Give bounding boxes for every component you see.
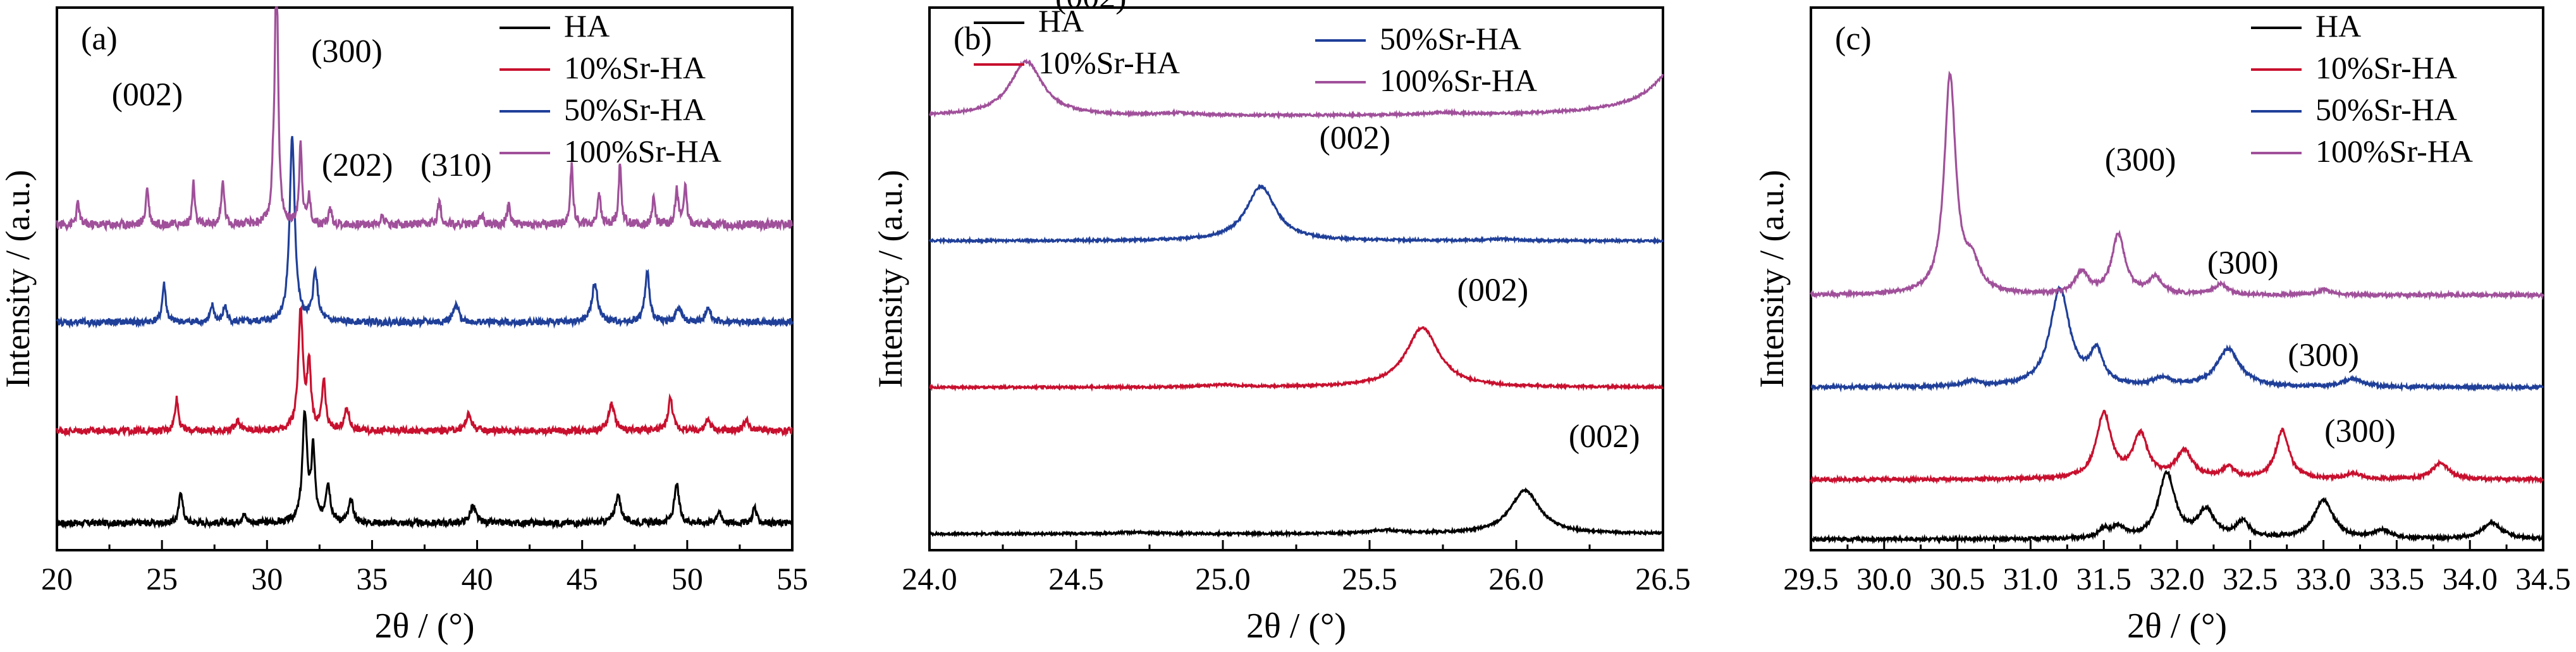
panel-c-x-tick-label: 34.5 (2515, 561, 2571, 596)
panel-c-peak-annotation: (300) (2105, 142, 2176, 178)
panel-b-y-axis-label: Intensity / (a.u.) (871, 170, 909, 388)
panel-b-x-tick-label: 25.0 (1195, 561, 1251, 596)
panel-c-x-tick-label: 32.5 (2223, 561, 2278, 596)
panel-c-x-tick-label: 33.0 (2296, 561, 2352, 596)
panel-a-series-ha (56, 410, 794, 530)
panel-c-series-100pctsr-ha (1810, 70, 2544, 301)
panel-a-y-axis-label: Intensity / (a.u.) (0, 170, 37, 388)
panel-a-x-tick-label: 20 (41, 561, 73, 596)
panel-a-x-tick-label: 35 (356, 561, 388, 596)
panel-a-x-tick-label: 30 (251, 561, 283, 596)
panel-a-x-tick-label: 45 (567, 561, 598, 596)
panel-c-x-tick-label: 31.0 (2003, 561, 2059, 596)
panel-c-peak-annotation: (300) (2324, 413, 2396, 449)
panel-c-peak-annotation: (300) (2288, 337, 2359, 373)
panel-c-x-tick-label: 32.0 (2149, 561, 2205, 596)
panel-c-series-ha (1810, 469, 2544, 545)
panel-b-series (928, 58, 1664, 539)
panel-b-legend-entry: HA (1038, 3, 1084, 39)
panel-a-legend-entry: HA (564, 8, 610, 44)
panel-b-peak-annotation: (002) (1319, 120, 1390, 156)
panel-a-peak-annotation: (300) (311, 34, 383, 70)
panel-c-x-axis-label: 2θ / (°) (2127, 606, 2227, 646)
panel-a-label: (a) (81, 21, 118, 57)
panel-b-x-axis-label: 2θ / (°) (1246, 606, 1346, 646)
panel-c-series-10pctsr-ha (1810, 409, 2544, 485)
panel-a-legend-entry: 10%Sr-HA (564, 50, 706, 85)
panel-c-series-50pctsr-ha (1810, 285, 2544, 393)
panel-a-legend-entry: 100%Sr-HA (564, 133, 721, 169)
panel-b-legend: HA 10%Sr-HA 50%Sr-HA 100%Sr-HA (974, 3, 1537, 98)
panel-a-peak-annotation: (002) (112, 77, 183, 113)
panel-b-series-ha (928, 487, 1664, 539)
panel-b-peak-annotation: (002) (1569, 419, 1640, 455)
panel-b-x-tick-label: 25.5 (1342, 561, 1397, 596)
panel-c-peak-annotation: (300) (2207, 245, 2279, 281)
panel-c-x-tick-label: 31.5 (2076, 561, 2131, 596)
panel-a-series-10pctsr-ha (56, 304, 793, 438)
panel-a-series-100pctsr-ha (56, 6, 794, 233)
panel-c-x-tick-label: 33.5 (2369, 561, 2425, 596)
panel-c-annotations: (300) (300) (300) (300) (2105, 142, 2396, 449)
panel-c-x-tick-label: 30.0 (1856, 561, 1912, 596)
panel-b-legend-entry: 50%Sr-HA (1380, 21, 1521, 56)
panel-c: (c) 29.5 30.0 30.5 31.0 31.5 32.0 32.5 33.0 33.5… (1753, 6, 2571, 646)
panel-c-x-tick-label: 34.0 (2442, 561, 2498, 596)
panel-b-label: (b) (954, 21, 992, 57)
panel-b-frame (928, 6, 1664, 551)
panel-b-series-50pctsr-ha (928, 183, 1664, 245)
panel-a-x-tick-label: 25 (146, 561, 178, 596)
panel-c-legend: HA 10%Sr-HA 50%Sr-HA 100%Sr-HA (2251, 8, 2473, 169)
panel-a-peak-annotation: (310) (420, 147, 492, 183)
panel-a-series-50pctsr-ha (56, 136, 794, 329)
panel-c-x-ticks: 29.5 30.0 30.5 31.0 31.5 32.0 32.5 33.0 33.5 34.0… (1783, 540, 2571, 596)
panel-a-x-tick-label: 40 (462, 561, 493, 596)
panel-a-series (56, 6, 794, 530)
panel-a-peak-annotation: (202) (322, 147, 393, 183)
panel-b-x-ticks: 24.0 24.5 25.0 25.5 26.0 26.5 (902, 540, 1691, 596)
panel-c-series (1810, 70, 2544, 545)
panel-a-legend: HA 10%Sr-HA 50%Sr-HA 100%Sr-HA (500, 8, 721, 169)
panel-c-legend-entry: 10%Sr-HA (2315, 50, 2457, 85)
panel-b-peak-annotation: (002) (1055, 0, 1127, 15)
panel-a-x-tick-label: 55 (776, 561, 808, 596)
panel-b: (b) 24.0 24.5 25.0 25.5 26.0 26.5 HA 10%Sr-HA 5… (871, 0, 1691, 646)
panel-c-label: (c) (1835, 21, 1872, 57)
panel-b-x-tick-label: 26.5 (1635, 561, 1691, 596)
panel-b-series-100pctsr-ha (928, 58, 1664, 120)
panel-b-series-10pctsr-ha (929, 326, 1664, 392)
panel-b-x-tick-label: 24.5 (1048, 561, 1104, 596)
panel-a-legend-entry: 50%Sr-HA (564, 92, 706, 127)
panel-b-x-tick-label: 24.0 (902, 561, 957, 596)
panel-c-x-tick-label: 29.5 (1783, 561, 1839, 596)
panel-b-annotations: (002) (002) (002) (002) (1055, 0, 1640, 455)
panel-b-legend-entry: 10%Sr-HA (1038, 45, 1180, 80)
panel-a-annotations: (211)(112)(002)(300)(202)(310) (112, 34, 492, 183)
panel-a-x-tick-label: 50 (672, 561, 703, 596)
panel-c-legend-entry: 50%Sr-HA (2315, 92, 2457, 127)
panel-b-peak-annotation: (002) (1457, 272, 1529, 308)
panel-b-x-tick-label: 26.0 (1488, 561, 1544, 596)
panel-c-y-axis-label: Intensity / (a.u.) (1753, 170, 1791, 388)
panel-c-legend-entry: HA (2315, 8, 2361, 44)
panel-b-legend-entry: 100%Sr-HA (1380, 63, 1537, 98)
panel-a-x-axis-label: 2θ / (°) (374, 606, 474, 646)
panel-a: (a) 20 25 30 35 40 45 50 55 HA 10%Sr-HA 50%Sr-HA 1… (0, 6, 808, 646)
panel-c-x-tick-label: 30.5 (1930, 561, 1985, 596)
panel-c-legend-entry: 100%Sr-HA (2315, 133, 2473, 169)
panel-a-x-ticks: 20 25 30 35 40 45 50 55 (41, 540, 808, 596)
